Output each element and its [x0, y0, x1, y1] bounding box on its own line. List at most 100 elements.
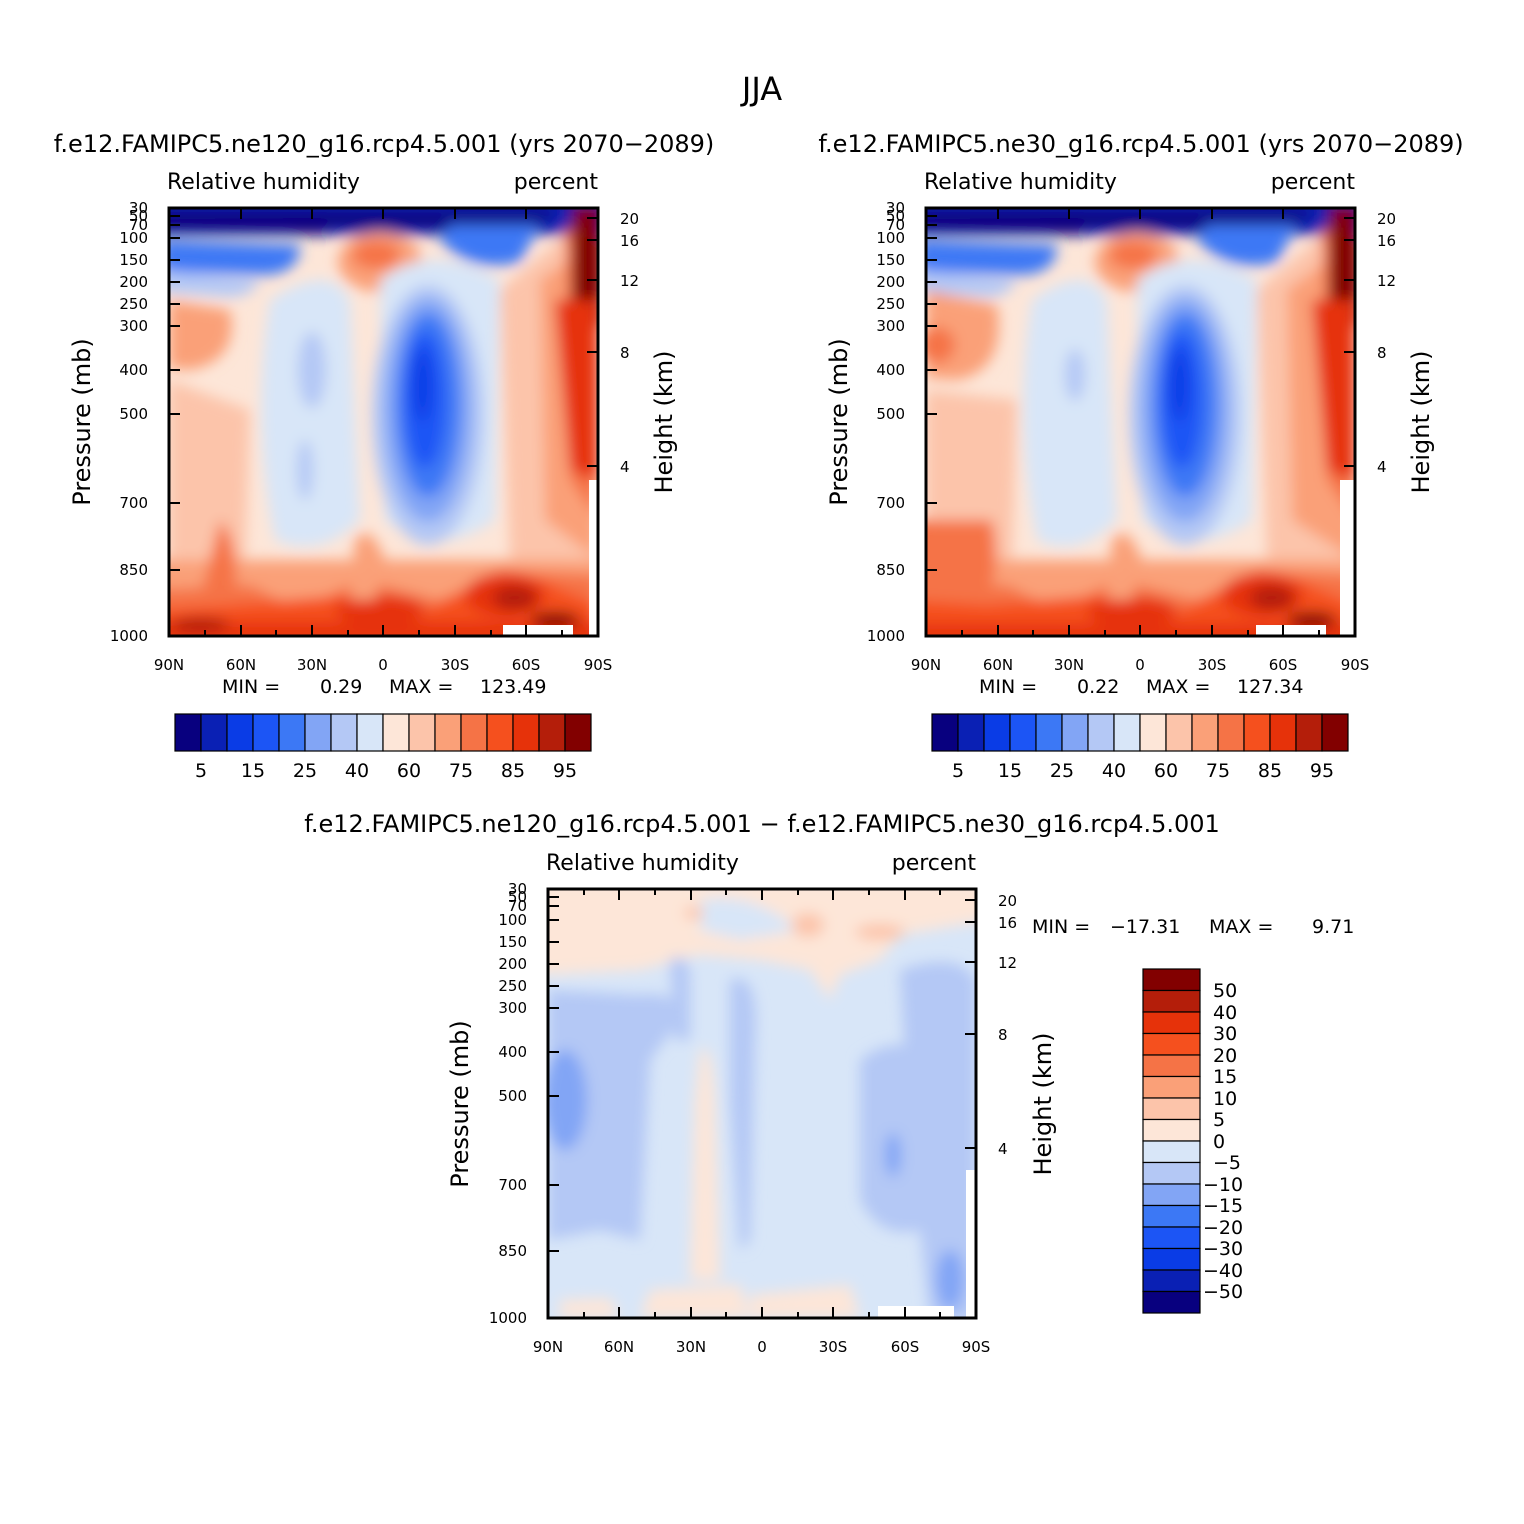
y2-axis-height: 20 16 12 8 4 — [587, 210, 639, 476]
y-tick: 400 — [498, 1043, 527, 1061]
x-tick: 90N — [154, 656, 184, 674]
y-tick: 1000 — [489, 1309, 527, 1327]
x-tick: 30S — [1198, 656, 1227, 674]
y-tick: 100 — [119, 229, 148, 247]
panel-difference: f.e12.FAMIPC5.ne120_g16.rcp4.5.001 − f.e… — [304, 810, 1354, 1356]
x-tick: 90N — [911, 656, 941, 674]
y-tick: 30 — [886, 199, 905, 217]
min-max-label: MIN = 0.29 MAX = 123.49 — [222, 676, 546, 698]
colorbar-label: 60 — [1154, 760, 1178, 782]
y-tick: 850 — [876, 561, 905, 579]
y2-tick: 20 — [1377, 210, 1396, 228]
x-tick: 60N — [604, 1338, 634, 1356]
x-tick: 0 — [1135, 656, 1145, 674]
y2-tick: 8 — [1377, 344, 1387, 362]
colorbar-label: 40 — [345, 760, 369, 782]
contour-field — [926, 208, 1355, 636]
colorbar-label: 40 — [1102, 760, 1126, 782]
colorbar-label: −50 — [1203, 1281, 1243, 1303]
page-title: JJA — [740, 70, 782, 108]
y2-axis-label: Height (km) — [1029, 1033, 1057, 1176]
left-string: Relative humidity — [924, 170, 1117, 195]
x-tick: 60N — [226, 656, 256, 674]
y2-tick: 16 — [998, 914, 1017, 932]
svg-text:MAX =: MAX = — [1146, 676, 1210, 698]
svg-text:MAX =: MAX = — [389, 676, 453, 698]
colorbar-label: −30 — [1203, 1238, 1243, 1260]
y-tick: 300 — [876, 317, 905, 335]
y2-tick: 16 — [620, 232, 639, 250]
x-tick: 90S — [962, 1338, 991, 1356]
svg-text:MIN =: MIN = — [222, 676, 280, 698]
y-axis-pressure: 30 50 70 100 150 200 250 300 400 500 700… — [110, 199, 180, 645]
y-tick: 70 — [129, 216, 148, 234]
y-tick: 30 — [129, 199, 148, 217]
min-max-label: MIN = 0.22 MAX = 127.34 — [979, 676, 1303, 698]
panel-ne120: f.e12.FAMIPC5.ne120_g16.rcp4.5.001 (yrs … — [54, 130, 715, 782]
colorbar-label: 15 — [1213, 1066, 1237, 1088]
y-tick: 500 — [498, 1087, 527, 1105]
svg-text:0.22: 0.22 — [1077, 676, 1119, 698]
y-tick: 850 — [498, 1242, 527, 1260]
svg-text:127.34: 127.34 — [1237, 676, 1303, 698]
colorbar-label: 85 — [501, 760, 525, 782]
colorbar-label: 5 — [952, 760, 964, 782]
y-axis-label: Pressure (mb) — [825, 338, 853, 505]
y-tick: 700 — [119, 494, 148, 512]
colorbar-label: 40 — [1213, 1002, 1237, 1024]
y2-tick: 12 — [998, 954, 1017, 972]
colorbar-label: −15 — [1203, 1195, 1243, 1217]
y-tick: 100 — [876, 229, 905, 247]
x-tick: 60N — [983, 656, 1013, 674]
x-tick: 0 — [757, 1338, 767, 1356]
colorbar-label: 75 — [449, 760, 473, 782]
y-axis-label: Pressure (mb) — [68, 338, 96, 505]
y-tick: 70 — [886, 216, 905, 234]
svg-text:MIN =: MIN = — [1032, 916, 1090, 938]
y-tick: 250 — [876, 295, 905, 313]
y-tick: 250 — [498, 977, 527, 995]
right-string: percent — [1271, 170, 1356, 195]
colorbar-label: 25 — [293, 760, 317, 782]
svg-text:9.71: 9.71 — [1312, 916, 1354, 938]
y-axis-pressure: 30 50 70 100 150 200 250 300 400 500 700… — [867, 199, 937, 645]
colorbar-label: −5 — [1213, 1152, 1241, 1174]
y-tick: 500 — [119, 405, 148, 423]
y-tick: 50 — [886, 207, 905, 225]
y2-tick: 20 — [620, 210, 639, 228]
y-tick: 100 — [498, 911, 527, 929]
colorbar-label: −40 — [1203, 1260, 1243, 1282]
colorbar-label: 20 — [1213, 1045, 1237, 1067]
svg-text:MIN =: MIN = — [979, 676, 1037, 698]
colorbar-label: 0 — [1213, 1131, 1225, 1153]
colorbar-label: 25 — [1050, 760, 1074, 782]
panel-title: f.e12.FAMIPC5.ne30_g16.rcp4.5.001 (yrs 2… — [818, 130, 1463, 158]
y-tick: 1000 — [110, 627, 148, 645]
y-tick: 700 — [876, 494, 905, 512]
x-tick: 90S — [584, 656, 613, 674]
colorbar-label: −10 — [1203, 1174, 1243, 1196]
svg-text:MAX =: MAX = — [1209, 916, 1273, 938]
colorbar-label: 15 — [241, 760, 265, 782]
y-tick: 50 — [508, 888, 527, 906]
y-tick: 150 — [498, 933, 527, 951]
y2-tick: 8 — [620, 344, 630, 362]
x-tick: 90S — [1341, 656, 1370, 674]
colorbar-label: 95 — [1310, 760, 1334, 782]
svg-text:0.29: 0.29 — [320, 676, 362, 698]
y2-tick: 16 — [1377, 232, 1396, 250]
x-tick: 30S — [441, 656, 470, 674]
y2-tick: 20 — [998, 892, 1017, 910]
contour-field — [169, 208, 598, 636]
left-string: Relative humidity — [167, 170, 360, 195]
x-tick: 30N — [676, 1338, 706, 1356]
x-axis-latitude: 90N 60N 30N 0 30S 60S 90S — [154, 208, 612, 674]
svg-text:123.49: 123.49 — [480, 676, 546, 698]
colorbar-label: 5 — [195, 760, 207, 782]
y2-tick: 4 — [998, 1140, 1008, 1158]
x-tick: 0 — [378, 656, 388, 674]
y-tick: 50 — [129, 207, 148, 225]
y-tick: 300 — [119, 317, 148, 335]
x-tick: 30N — [297, 656, 327, 674]
